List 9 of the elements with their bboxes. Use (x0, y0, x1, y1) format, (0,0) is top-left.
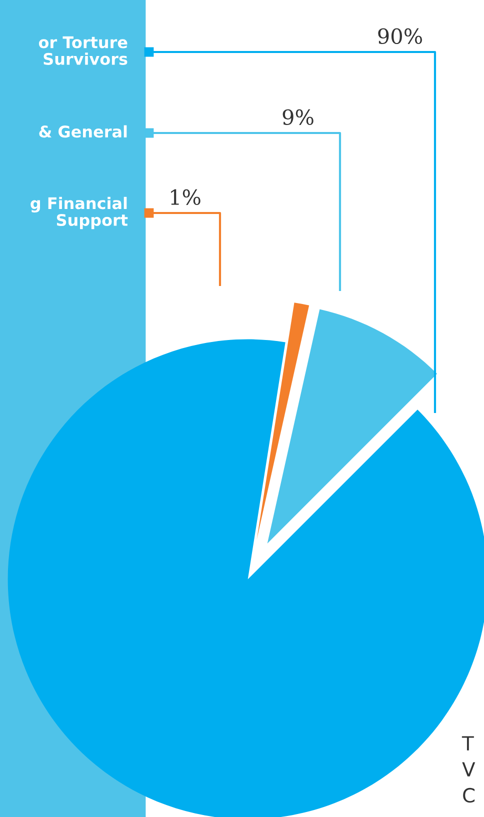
legend-label: & General (39, 125, 127, 138)
data-label: 90% (378, 28, 422, 44)
data-label: 9% (282, 109, 314, 126)
data-label: 1% (171, 189, 200, 206)
legend-label: g Financial Support (30, 196, 128, 230)
text: C (463, 788, 475, 803)
legend-label: or Torture Survivors (38, 36, 128, 65)
text: V (462, 762, 476, 776)
text: T (462, 736, 474, 750)
